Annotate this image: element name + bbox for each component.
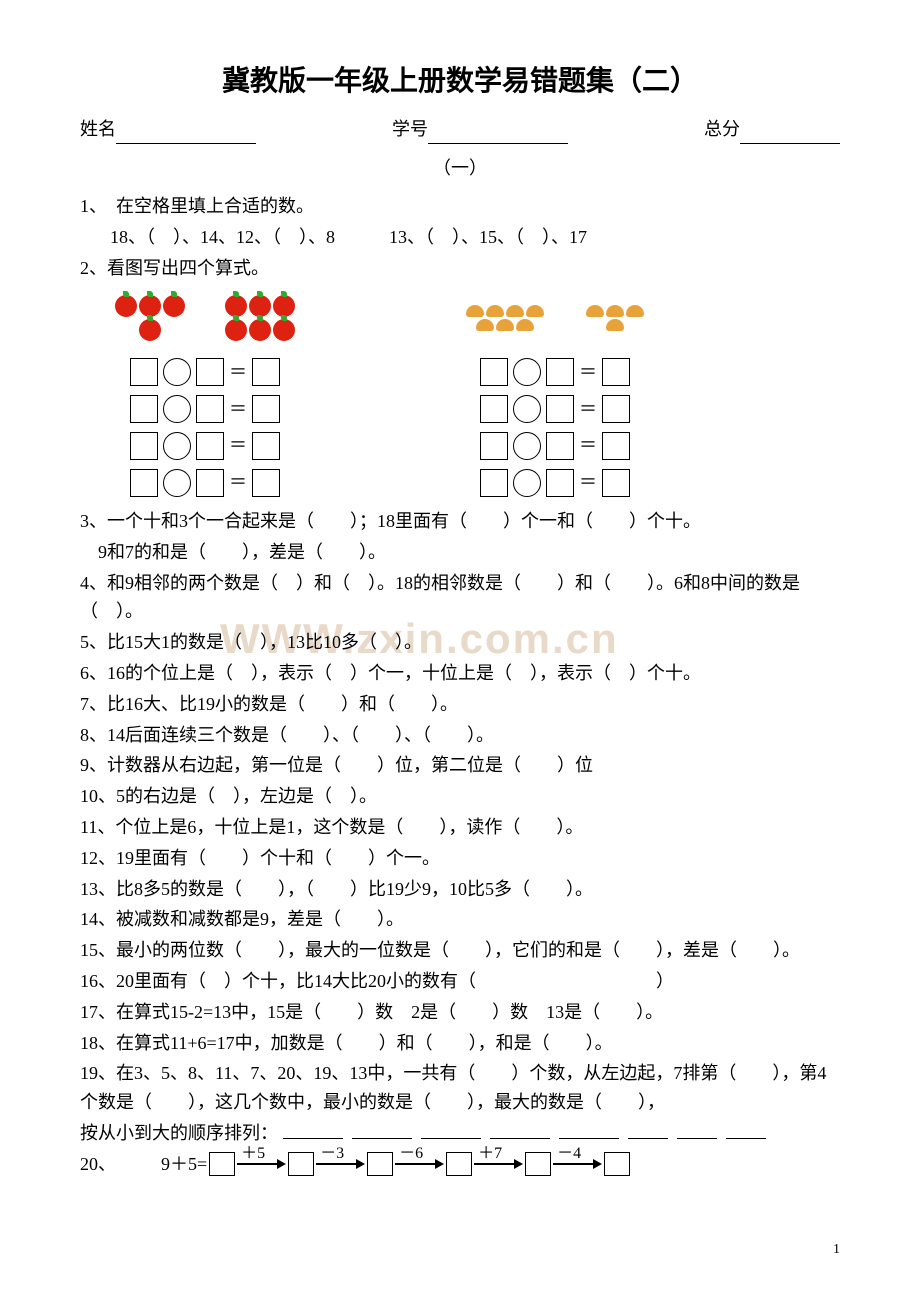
section-number: （一）	[80, 154, 840, 183]
question-8: 8、14后面连续三个数是（ ）、（ ）、（ ）。	[80, 721, 840, 750]
question-20: 20、 9＋5= ＋5 －3 －6 ＋7 －4	[80, 1150, 840, 1179]
question-1: 1、 在空格里填上合适的数。	[80, 192, 840, 221]
apples-column: ＝ ＝ ＝ ＝	[110, 293, 300, 497]
question-16: 16、20里面有（ ）个十，比14大比20小的数有（ ）	[80, 967, 840, 996]
question-1a: 18、（ ）、14、12、（ ）、8 13、（ ）、15、（ ）、17	[110, 223, 840, 252]
question-6: 6、16的个位上是（ ），表示（ ）个一，十位上是（ ），表示（ ）个十。	[80, 659, 840, 688]
score-label: 总分	[704, 115, 840, 144]
header-row: 姓名 学号 总分	[80, 115, 840, 144]
question-13: 13、比8多5的数是（ ），（ ）比19少9，10比5多（ ）。	[80, 875, 840, 904]
burgers-column: ＝ ＝ ＝ ＝	[460, 293, 650, 497]
question-12: 12、19里面有（ ）个十和（ ）个一。	[80, 844, 840, 873]
question-14: 14、被减数和减数都是9，差是（ ）。	[80, 905, 840, 934]
name-label: 姓名	[80, 115, 256, 144]
apple-equations: ＝ ＝ ＝ ＝	[130, 358, 280, 497]
question-7: 7、比16大、比19小的数是（ ）和（ ）。	[80, 690, 840, 719]
question-18: 18、在算式11+6=17中，加数是（ ）和（ ），和是（ ）。	[80, 1029, 840, 1058]
page-title: 冀教版一年级上册数学易错题集（二）	[80, 60, 840, 105]
burger-group-right	[580, 305, 650, 331]
apple-group-left	[110, 295, 190, 341]
question-11: 11、个位上是6，十位上是1，这个数是（ ），读作（ ）。	[80, 813, 840, 842]
question-4: 4、和9相邻的两个数是（ ）和（ ）。18的相邻数是（ ）和（ ）。6和8中间的…	[80, 569, 840, 627]
question-10: 10、5的右边是（ ），左边是（ ）。	[80, 782, 840, 811]
apple-group-right	[220, 295, 300, 341]
burger-equations: ＝ ＝ ＝ ＝	[480, 358, 630, 497]
question-2: 2、看图写出四个算式。	[80, 254, 840, 283]
image-row: ＝ ＝ ＝ ＝ ＝ ＝ ＝	[110, 293, 840, 497]
id-label: 学号	[392, 115, 568, 144]
question-15: 15、最小的两位数（ ），最大的一位数是（ ），它们的和是（ ），差是（ ）。	[80, 936, 840, 965]
question-3: 3、一个十和3个一合起来是（ ）；18里面有（ ）个一和（ ）个十。	[80, 507, 840, 536]
burger-group-left	[460, 305, 550, 331]
question-19b: 按从小到大的顺序排列：	[80, 1119, 840, 1148]
question-17: 17、在算式15-2=13中，15是（ ）数 2是（ ）数 13是（ ）。	[80, 998, 840, 1027]
page-number: 1	[80, 1239, 840, 1261]
question-3b: 9和7的和是（ ），差是（ ）。	[98, 538, 840, 567]
question-5: 5、比15大1的数是（ ），13比10多（ ）。	[80, 628, 840, 657]
question-9: 9、计数器从右边起，第一位是（ ）位，第二位是（ ）位	[80, 751, 840, 780]
question-19: 19、在3、5、8、11、7、20、19、13中，一共有（ ）个数，从左边起，7…	[80, 1059, 840, 1117]
